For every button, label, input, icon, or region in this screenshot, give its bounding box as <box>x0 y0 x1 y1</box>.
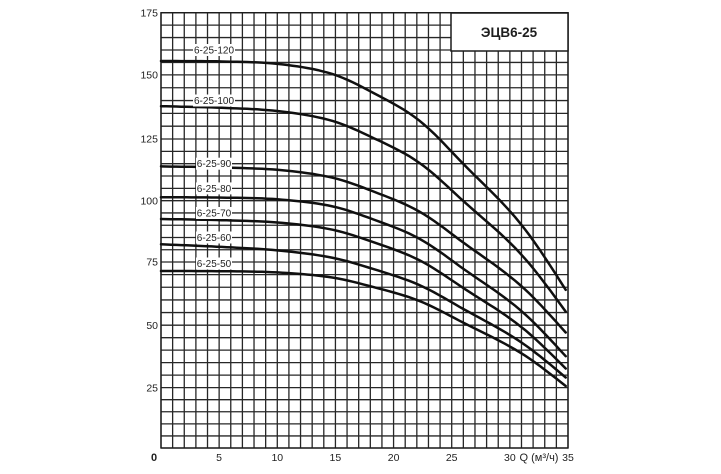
svg-text:6-25-60: 6-25-60 <box>197 233 232 244</box>
svg-text:6-25-70: 6-25-70 <box>197 209 232 220</box>
svg-text:150: 150 <box>140 70 158 82</box>
svg-text:25: 25 <box>446 452 458 464</box>
svg-text:0: 0 <box>151 452 157 464</box>
svg-text:15: 15 <box>330 452 342 464</box>
svg-text:6-25-100: 6-25-100 <box>194 96 234 107</box>
svg-text:35: 35 <box>562 452 574 464</box>
svg-text:ЭЦВ6-25: ЭЦВ6-25 <box>481 25 538 40</box>
svg-text:6-25-80: 6-25-80 <box>197 184 232 195</box>
svg-text:6-25-120: 6-25-120 <box>194 46 234 57</box>
svg-text:100: 100 <box>140 195 158 207</box>
svg-text:Q (м³/ч): Q (м³/ч) <box>520 452 559 464</box>
svg-text:50: 50 <box>146 320 158 332</box>
svg-text:30: 30 <box>504 452 516 464</box>
svg-text:75: 75 <box>146 257 158 269</box>
svg-text:175: 175 <box>140 7 158 19</box>
svg-text:10: 10 <box>271 452 283 464</box>
svg-text:5: 5 <box>216 452 222 464</box>
svg-text:25: 25 <box>146 382 158 394</box>
svg-text:6-25-50: 6-25-50 <box>197 259 232 270</box>
svg-text:20: 20 <box>388 452 400 464</box>
svg-text:125: 125 <box>140 134 158 146</box>
svg-text:6-25-90: 6-25-90 <box>197 159 232 170</box>
